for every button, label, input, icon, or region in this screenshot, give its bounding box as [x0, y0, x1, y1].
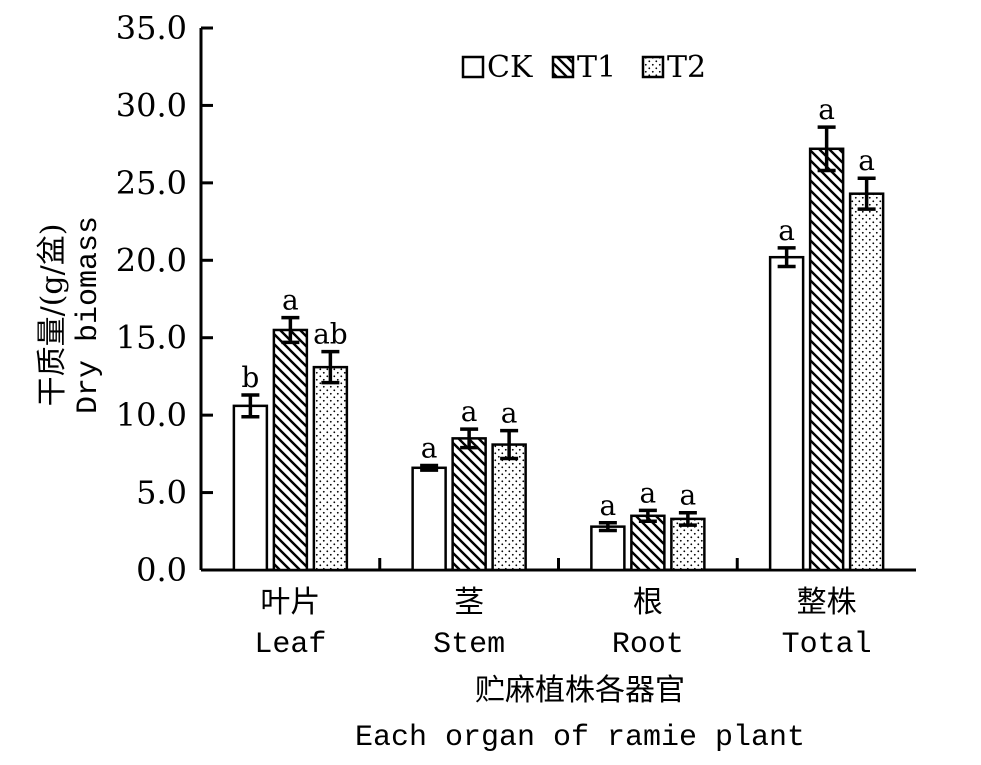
significance-letter: a — [640, 476, 657, 509]
legend-label-t2: T2 — [667, 50, 706, 85]
x-tick-label-zh: 茎 — [454, 585, 484, 620]
legend-label-ck: CK — [487, 50, 533, 85]
bar-t1 — [451, 437, 487, 572]
bar-ck — [411, 466, 447, 572]
bar-ck — [768, 255, 805, 572]
x-tick-label-zh: 整株 — [797, 585, 857, 620]
legend-swatch-t1 — [551, 55, 575, 79]
y-tick-label: 0.0 — [136, 551, 187, 589]
y-tick-label: 15.0 — [116, 319, 187, 357]
y-tick-label: 30.0 — [116, 86, 187, 124]
significance-letter: a — [778, 214, 795, 247]
significance-letter: b — [241, 361, 259, 394]
significance-letter: a — [421, 431, 438, 464]
x-axis: 叶片 Leaf 茎 Stem 根 Root 整株 Total — [201, 558, 916, 662]
significance-letter: a — [818, 93, 835, 126]
y-axis: 0.0 5.0 10.0 15.0 20.0 25.0 30.0 35.0 — [116, 9, 213, 589]
legend: CK T1 T2 — [461, 50, 706, 85]
x-tick-label-en: Stem — [433, 628, 505, 662]
x-tick-label-en: Leaf — [254, 628, 326, 662]
y-tick-label: 20.0 — [116, 241, 187, 279]
significance-letter: ab — [313, 318, 348, 351]
significance-letter: a — [600, 489, 617, 522]
x-tick-label-en: Root — [612, 628, 684, 662]
significance-letter: a — [858, 144, 875, 177]
x-axis-label-en: Each organ of ramie plant — [355, 721, 805, 755]
bar-t1 — [808, 147, 845, 572]
legend-swatch-t2 — [641, 55, 665, 79]
bar-t2 — [848, 192, 885, 572]
significance-letter: a — [282, 284, 299, 317]
y-axis-label-zh: 干质量/(g/盆) — [35, 224, 70, 407]
legend-swatch-ck — [461, 55, 485, 79]
y-tick-label: 5.0 — [136, 474, 187, 512]
legend-label-t1: T1 — [577, 50, 616, 85]
y-tick-label: 10.0 — [116, 396, 187, 434]
x-tick-label-zh: 叶片 — [260, 585, 320, 620]
bar-t1 — [630, 514, 666, 572]
y-axis-label-en: Dry biomass — [72, 216, 106, 414]
x-tick-label-en: Total — [782, 628, 872, 662]
x-axis-label-zh: 贮麻植株各器官 — [475, 673, 685, 708]
bar-t2 — [312, 365, 349, 572]
significance-letter: a — [680, 479, 697, 512]
error-bars-layer — [241, 125, 876, 533]
bar-t1 — [272, 328, 309, 572]
bar-ck — [232, 404, 269, 572]
y-tick-label: 35.0 — [116, 9, 187, 47]
x-tick-label-zh: 根 — [633, 585, 663, 620]
bar-ck — [590, 525, 626, 572]
y-tick-label: 25.0 — [116, 164, 187, 202]
bar-t2 — [491, 443, 527, 572]
bar-t2 — [670, 517, 706, 572]
significance-letter: a — [501, 397, 518, 430]
significance-letter: a — [461, 395, 478, 428]
